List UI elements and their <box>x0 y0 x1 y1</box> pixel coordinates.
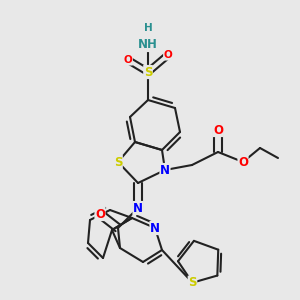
Text: NH: NH <box>138 38 158 52</box>
Text: S: S <box>144 65 152 79</box>
Text: S: S <box>188 276 197 289</box>
Text: S: S <box>114 155 122 169</box>
Text: N: N <box>160 164 170 176</box>
Text: O: O <box>124 55 132 65</box>
Text: O: O <box>213 124 223 136</box>
Text: O: O <box>95 208 105 220</box>
Text: N: N <box>133 202 143 214</box>
Text: N: N <box>150 221 160 235</box>
Text: H: H <box>144 23 152 33</box>
Text: O: O <box>164 50 172 60</box>
Text: O: O <box>238 155 248 169</box>
